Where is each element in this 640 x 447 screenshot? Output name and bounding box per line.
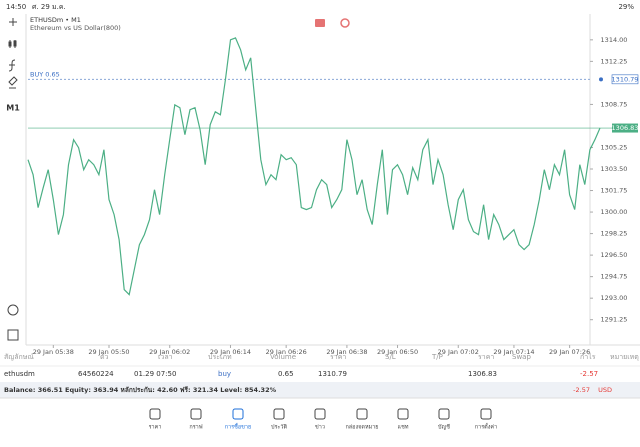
nav-icon[interactable]: [438, 408, 450, 420]
order-price: 1310.79: [612, 75, 639, 83]
table-header: หมายเหตุ: [610, 353, 639, 361]
nav-label[interactable]: กล่องจดหมาย: [345, 425, 378, 431]
toolbar: [7, 18, 19, 341]
nav-icon[interactable]: [480, 408, 492, 420]
table-header: ประเภท: [208, 353, 232, 361]
x-tick-label: 29 Jan 05:38: [33, 348, 74, 356]
position-time: 01.29 07:50: [134, 370, 176, 378]
nav-label[interactable]: การตั้งค่า: [475, 423, 497, 431]
y-tick-label: 1308.75: [601, 100, 628, 108]
y-tick-label: 1314.00: [601, 36, 628, 44]
sell-button[interactable]: [315, 19, 325, 27]
nav-label[interactable]: แชท: [398, 424, 409, 431]
y-tick-label: 1298.25: [601, 230, 628, 238]
symbol-description: Ethereum vs US Dollar(800): [30, 24, 121, 32]
y-tick-label: 1312.25: [601, 57, 628, 65]
nav-label[interactable]: ประวัติ: [271, 424, 287, 431]
nav-icon[interactable]: [149, 408, 161, 420]
table-header: สัญลักษณ์: [4, 353, 34, 361]
y-tick-label: 1305.25: [601, 143, 628, 151]
x-tick-label: 29 Jan 06:50: [377, 348, 418, 356]
status-date: ศ. 29 ม.ค.: [32, 3, 66, 11]
nav-icon[interactable]: [232, 408, 244, 420]
x-tick-label: 29 Jan 06:38: [326, 348, 367, 356]
table-header: Swap: [512, 353, 531, 361]
y-tick-label: 1296.50: [601, 251, 628, 259]
nav-icon[interactable]: [397, 408, 409, 420]
x-tick-label: 29 Jan 07:26: [549, 348, 590, 356]
indicator-icon[interactable]: [8, 40, 17, 48]
balance-bar: [0, 382, 640, 398]
position-ticket: 64560224: [78, 370, 114, 378]
status-time: 14:50: [6, 3, 26, 11]
status-battery: 29%: [618, 3, 634, 11]
position-type: buy: [218, 370, 231, 378]
balance-summary: Balance: 366.51 Equity: 363.94 หลักประกั…: [4, 386, 277, 394]
position-price-open: 1310.79: [318, 370, 347, 378]
x-tick-label: 29 Jan 07:14: [493, 348, 534, 356]
table-header: ราคา: [330, 353, 346, 361]
nav-label[interactable]: กราฟ: [189, 424, 202, 431]
y-tick-label: 1300.00: [601, 208, 628, 216]
timeframe[interactable]: M1: [6, 104, 20, 113]
buy-button[interactable]: [340, 18, 350, 28]
x-tick-label: 29 Jan 07:02: [438, 348, 479, 356]
nav-icon[interactable]: [190, 408, 202, 420]
last-price-box: [612, 123, 638, 133]
x-tick-label: 29 Jan 06:02: [149, 348, 190, 356]
nav-icon[interactable]: [273, 408, 285, 420]
nav-label[interactable]: การซื้อขาย: [225, 423, 251, 431]
x-tick-label: 29 Jan 06:14: [210, 348, 251, 356]
nav-icon[interactable]: [314, 408, 326, 420]
symbol-title: ETHUSDm • M1: [30, 16, 81, 24]
zoom-icon[interactable]: [7, 304, 19, 316]
order-price-box: [611, 74, 639, 85]
price-line: [27, 37, 601, 296]
nav-label[interactable]: ข่าว: [315, 425, 325, 431]
position-volume: 0.65: [278, 370, 294, 378]
y-tick-label: 1301.75: [601, 187, 628, 195]
x-tick-label: 29 Jan 05:50: [88, 348, 129, 356]
x-tick-label: 29 Jan 06:26: [266, 348, 307, 356]
add-icon[interactable]: [7, 329, 19, 341]
last-price: 1306.83: [612, 124, 639, 132]
objects-icon[interactable]: [8, 76, 18, 89]
table-header: ราคา: [478, 353, 494, 361]
balance-currency: USD: [598, 386, 612, 394]
y-tick-label: 1303.50: [601, 165, 628, 173]
position-price-current: 1306.83: [468, 370, 497, 378]
position-symbol: ethusdm: [4, 370, 35, 378]
table-header: T/P: [431, 353, 443, 361]
table-header: Volume: [270, 353, 296, 361]
function-icon[interactable]: [8, 59, 16, 72]
crosshair-icon[interactable]: [9, 18, 17, 26]
nav-label[interactable]: ราคา: [149, 425, 162, 431]
y-tick-label: 1294.75: [601, 273, 628, 281]
nav-label[interactable]: บัญชี: [438, 424, 450, 431]
position-profit: -2.57: [580, 370, 598, 378]
nav-icon[interactable]: [356, 408, 368, 420]
y-tick-label: 1293.00: [601, 294, 628, 302]
order-label: BUY 0.65: [30, 70, 60, 78]
y-tick-label: 1291.25: [601, 316, 628, 324]
table-header: ตั๋ว: [100, 352, 109, 361]
table-header: กำไร: [580, 352, 596, 361]
order-marker: [599, 77, 603, 82]
balance-profit: -2.57: [573, 386, 590, 394]
table-header: S/L: [385, 353, 396, 361]
table-header: เวลา: [158, 353, 173, 361]
